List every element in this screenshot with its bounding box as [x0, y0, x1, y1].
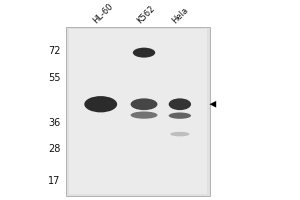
Ellipse shape: [84, 96, 117, 112]
Ellipse shape: [133, 48, 155, 58]
Bar: [66, 27, 210, 196]
Ellipse shape: [130, 111, 158, 119]
Ellipse shape: [130, 98, 158, 110]
Bar: [69, 29, 207, 194]
Text: K562: K562: [135, 4, 156, 25]
Ellipse shape: [169, 98, 191, 110]
Text: Hela: Hela: [170, 6, 190, 25]
Ellipse shape: [170, 132, 190, 136]
Text: 55: 55: [48, 73, 60, 83]
Text: 17: 17: [48, 176, 60, 186]
Text: 72: 72: [48, 46, 60, 56]
Text: 36: 36: [48, 118, 60, 128]
Text: HL-60: HL-60: [92, 2, 115, 25]
Text: 28: 28: [48, 144, 60, 154]
Ellipse shape: [169, 112, 191, 119]
